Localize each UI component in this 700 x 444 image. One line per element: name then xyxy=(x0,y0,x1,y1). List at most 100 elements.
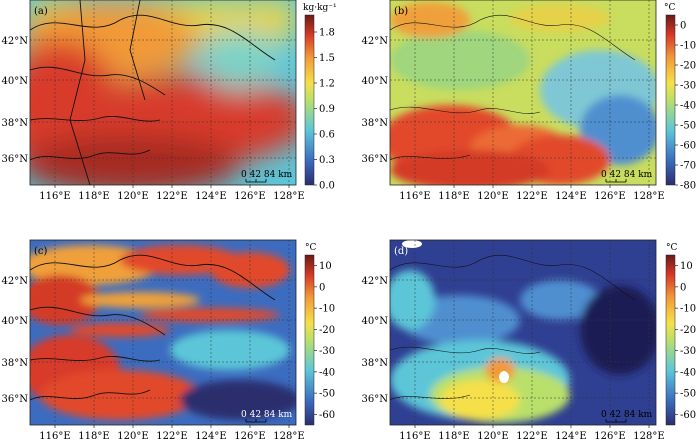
x-tick-label: 128°E xyxy=(633,431,664,442)
x-tick-label: 120°E xyxy=(477,431,508,442)
x-tick-label: 124°E xyxy=(555,431,586,442)
y-tick-label: 40°N xyxy=(2,316,29,327)
panel-a-borders xyxy=(29,0,276,186)
panel-a: (a) 0 42 84 km kg·kg⁻¹ 1.8 1.5 1.2 0.9 0.6 0.… xyxy=(2,0,337,202)
y-tick-label: 42°N xyxy=(362,36,389,47)
x-tick-label: 124°E xyxy=(195,191,226,202)
colorbar-tick-label: 0 xyxy=(680,21,686,32)
colorbar-tick-label: -60 xyxy=(319,410,335,421)
x-tick-label: 120°E xyxy=(117,191,148,202)
panel-d-scalebar-label: 0 42 84 km xyxy=(601,410,653,420)
y-tick-label: 38°N xyxy=(2,358,29,369)
panel-b-scalebar: 0 42 84 km xyxy=(601,170,653,183)
x-tick-label: 122°E xyxy=(516,431,547,442)
x-tick-label: 128°E xyxy=(273,191,304,202)
x-tick-label: 118°E xyxy=(78,191,109,202)
colorbar-tick-label: -10 xyxy=(680,41,696,52)
panel-c-field xyxy=(30,240,296,425)
x-tick-label: 126°E xyxy=(234,431,265,442)
x-tick-label: 118°E xyxy=(438,191,469,202)
colorbar-tick-label: 0 xyxy=(680,282,686,293)
x-tick-label: 122°E xyxy=(516,191,547,202)
colorbar-tick-label: 10 xyxy=(680,261,693,272)
panel-c-scalebar: 0 42 84 km xyxy=(241,410,293,423)
panel-d-borders xyxy=(389,254,636,401)
x-tick-label: 116°E xyxy=(39,431,70,442)
panel-a-scalebar-label: 0 42 84 km xyxy=(241,170,293,180)
y-tick-label: 40°N xyxy=(362,316,389,327)
colorbar-tick-label: -50 xyxy=(319,389,335,400)
x-tick-label: 126°E xyxy=(234,191,265,202)
colorbar-tick-label: -60 xyxy=(680,141,696,152)
panel-c-grid xyxy=(30,240,296,425)
y-tick-label: 36°N xyxy=(2,154,29,165)
panel-b-scalebar-label: 0 42 84 km xyxy=(601,170,653,180)
colorbar-tick-label: 0.6 xyxy=(319,130,335,141)
x-tick-label: 126°E xyxy=(594,191,625,202)
y-tick-label: 38°N xyxy=(2,118,29,129)
y-tick-label: 36°N xyxy=(2,394,29,405)
panel-c-unit: °C xyxy=(305,243,317,253)
colorbar-tick-label: 0.9 xyxy=(319,104,335,115)
colorbar-tick-label: 10 xyxy=(319,261,332,272)
panel-c-label: (c) xyxy=(34,246,48,257)
y-tick-label: 42°N xyxy=(2,276,29,287)
y-tick-label: 38°N xyxy=(362,118,389,129)
panel-a-unit: kg·kg⁻¹ xyxy=(303,3,337,13)
colorbar-tick-label: -10 xyxy=(319,304,335,315)
x-tick-label: 128°E xyxy=(273,431,304,442)
y-tick-label: 42°N xyxy=(2,36,29,47)
panel-b-colorbar: °C 0 -10 -20 -30 -40 -50 -60 -70 -80 xyxy=(664,3,696,192)
colorbar-tick-label: 1.8 xyxy=(319,28,335,39)
colorbar-tick-label: -20 xyxy=(319,325,335,336)
panel-d-label: (d) xyxy=(394,246,408,257)
colorbar-tick-label: -80 xyxy=(680,181,696,192)
y-tick-label: 38°N xyxy=(362,358,389,369)
colorbar-tick-label: 1.5 xyxy=(319,53,335,64)
x-tick-label: 120°E xyxy=(117,431,148,442)
y-tick-label: 40°N xyxy=(2,76,29,87)
y-tick-label: 36°N xyxy=(362,154,389,165)
y-tick-label: 36°N xyxy=(362,394,389,405)
colorbar-tick-label: -50 xyxy=(680,389,696,400)
x-tick-label: 122°E xyxy=(156,191,187,202)
x-tick-label: 124°E xyxy=(555,191,586,202)
colorbar-tick-label: -40 xyxy=(680,101,696,112)
panel-c: (c) 0 42 84 km °C 100-10-20-30-40-50-60 … xyxy=(2,239,335,442)
panel-b-field xyxy=(390,0,656,185)
colorbar-tick-label: -40 xyxy=(680,367,696,378)
colorbar-tick-label: -20 xyxy=(680,325,696,336)
colorbar-tick-label: -30 xyxy=(680,346,696,357)
colorbar-tick-label: 1.2 xyxy=(319,79,335,90)
panel-d-field xyxy=(390,240,656,425)
panel-d-scalebar: 0 42 84 km xyxy=(601,410,653,423)
colorbar-tick-label: -30 xyxy=(680,81,696,92)
panel-a-colorbar: kg·kg⁻¹ 1.8 1.5 1.2 0.9 0.6 0.3 0.0 xyxy=(303,3,337,192)
panel-c-scalebar-label: 0 42 84 km xyxy=(241,410,293,420)
panel-d-unit: °C xyxy=(666,243,678,253)
x-tick-label: 116°E xyxy=(39,191,70,202)
panel-b-borders xyxy=(389,14,636,161)
panel-c-colorbar: °C 10 0 -10 -20 -30 -40 -50 -60 xyxy=(304,243,335,426)
panel-d-colorbar: °C 10 0 -10 -20 -30 -40 -50 -60 xyxy=(665,243,696,426)
x-tick-label: 122°E xyxy=(156,431,187,442)
x-tick-label: 124°E xyxy=(195,431,226,442)
panel-b-label: (b) xyxy=(394,6,408,17)
panel-d-missing-patch xyxy=(499,371,509,383)
colorbar-tick-label: -60 xyxy=(680,410,696,421)
colorbar-tick-label: -40 xyxy=(319,367,335,378)
panel-a-scalebar: 0 42 84 km xyxy=(241,170,293,183)
panel-a-field xyxy=(30,0,296,185)
x-tick-label: 116°E xyxy=(399,191,430,202)
x-tick-label: 120°E xyxy=(477,191,508,202)
colorbar-tick-label: -10 xyxy=(680,304,696,315)
colorbar-tick-label: 0.3 xyxy=(319,155,335,166)
x-tick-label: 116°E xyxy=(399,431,430,442)
x-tick-label: 118°E xyxy=(78,431,109,442)
x-tick-label: 128°E xyxy=(633,191,664,202)
panel-c-borders xyxy=(29,254,276,401)
y-tick-label: 40°N xyxy=(362,76,389,87)
y-tick-label: 42°N xyxy=(362,276,389,287)
colorbar-tick-label: 0 xyxy=(319,282,325,293)
